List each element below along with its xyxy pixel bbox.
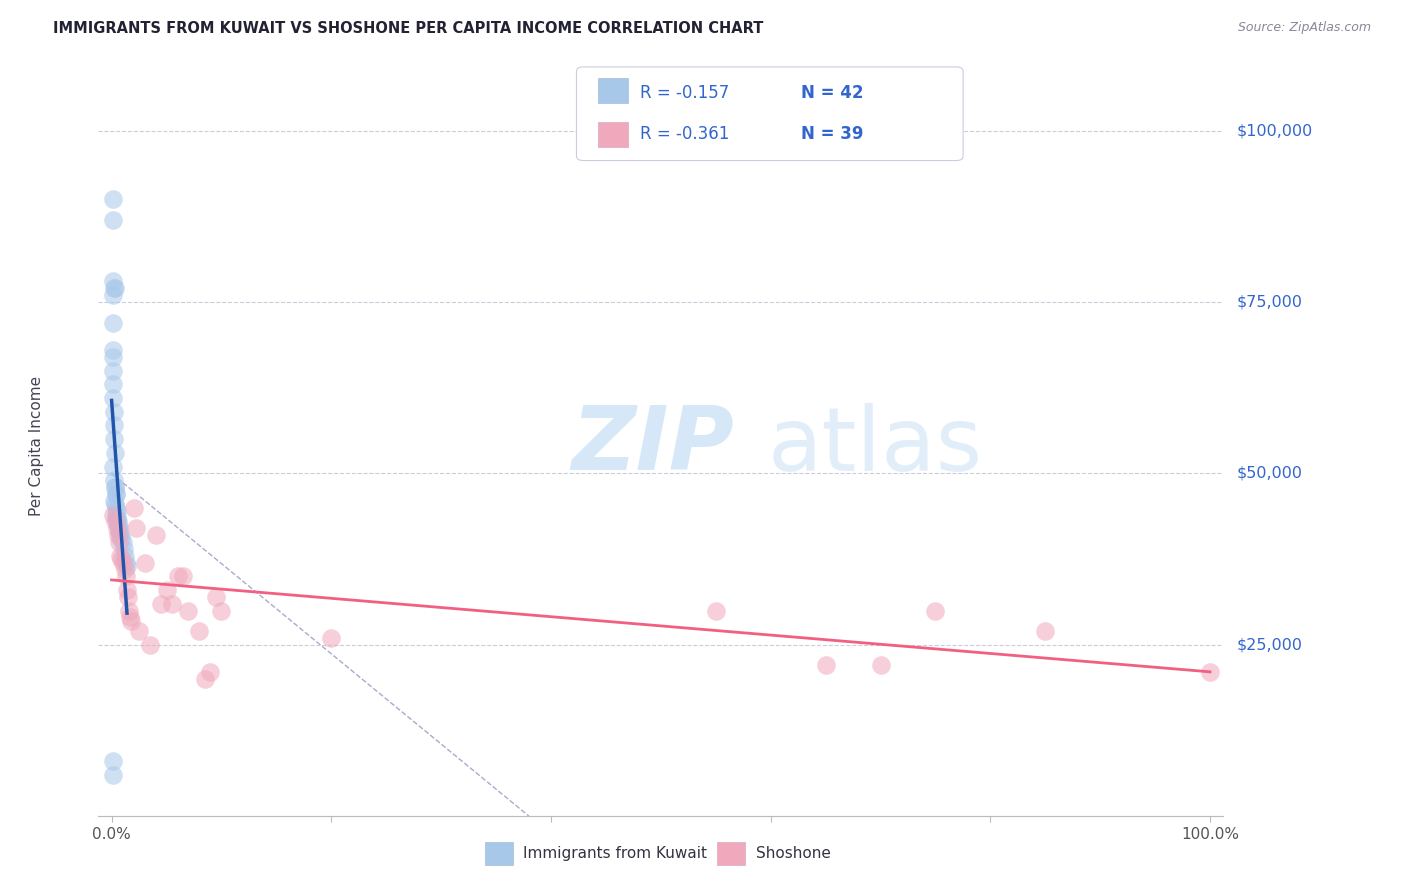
Point <box>101 275 124 289</box>
Point <box>160 597 183 611</box>
Point <box>110 552 132 566</box>
Point <box>105 487 128 501</box>
Point <box>103 405 125 419</box>
Point <box>105 500 128 515</box>
Point <box>134 556 156 570</box>
Point <box>115 558 138 573</box>
Point <box>101 316 124 330</box>
Point <box>105 487 128 501</box>
Point <box>188 624 211 639</box>
Point <box>103 281 125 295</box>
Point <box>108 521 131 535</box>
Point <box>211 603 233 617</box>
Point <box>704 603 727 617</box>
Point <box>110 549 132 563</box>
Point <box>107 528 129 542</box>
Point <box>200 665 222 680</box>
Point <box>1199 665 1222 680</box>
Point <box>128 624 150 639</box>
Point <box>103 418 125 433</box>
Point <box>172 569 194 583</box>
Point <box>205 590 228 604</box>
Point <box>111 535 134 549</box>
Point <box>101 377 124 392</box>
Point <box>321 631 343 645</box>
Point <box>145 528 167 542</box>
Text: Per Capita Income: Per Capita Income <box>30 376 44 516</box>
Point <box>104 281 127 295</box>
Point <box>108 524 131 539</box>
Point <box>177 603 200 617</box>
Point <box>105 504 128 518</box>
Text: Shoshone: Shoshone <box>756 847 831 861</box>
Point <box>101 755 124 769</box>
Text: $100,000: $100,000 <box>1237 123 1313 138</box>
Text: atlas: atlas <box>768 402 983 490</box>
Point <box>104 515 127 529</box>
Point <box>117 590 139 604</box>
Point <box>101 343 124 357</box>
Point <box>110 528 132 542</box>
Point <box>103 432 125 446</box>
Text: N = 42: N = 42 <box>801 84 863 102</box>
Point <box>166 569 188 583</box>
Point <box>115 569 138 583</box>
Text: $50,000: $50,000 <box>1237 466 1303 481</box>
Point <box>107 517 129 532</box>
Point <box>107 515 129 529</box>
Text: $75,000: $75,000 <box>1237 294 1303 310</box>
Point <box>1033 624 1056 639</box>
Point <box>101 768 124 782</box>
Point <box>115 582 138 597</box>
Point <box>101 363 124 377</box>
Text: R = -0.157: R = -0.157 <box>640 84 728 102</box>
Text: Immigrants from Kuwait: Immigrants from Kuwait <box>523 847 707 861</box>
Point <box>139 638 162 652</box>
Point <box>194 672 217 686</box>
Point <box>101 192 124 206</box>
Text: R = -0.361: R = -0.361 <box>640 125 730 143</box>
Text: IMMIGRANTS FROM KUWAIT VS SHOSHONE PER CAPITA INCOME CORRELATION CHART: IMMIGRANTS FROM KUWAIT VS SHOSHONE PER C… <box>53 21 763 37</box>
Point <box>814 658 837 673</box>
Point <box>103 473 125 487</box>
Point <box>101 508 124 522</box>
Point <box>869 658 891 673</box>
Point <box>101 212 124 227</box>
Point <box>155 582 177 597</box>
Point <box>104 480 127 494</box>
Point <box>104 446 127 460</box>
Point <box>122 500 145 515</box>
Point <box>101 391 124 405</box>
Point <box>105 511 128 525</box>
Point <box>924 603 946 617</box>
Point <box>105 515 128 529</box>
Point <box>103 493 125 508</box>
Text: Source: ZipAtlas.com: Source: ZipAtlas.com <box>1237 21 1371 35</box>
Point <box>112 541 135 556</box>
Point <box>111 556 134 570</box>
Point <box>118 603 141 617</box>
Point <box>101 288 124 302</box>
Point <box>120 614 142 628</box>
Point <box>101 459 124 474</box>
Point <box>114 562 136 576</box>
Point <box>104 480 127 494</box>
Point <box>114 549 136 563</box>
Text: ZIP: ZIP <box>571 402 734 490</box>
Text: $25,000: $25,000 <box>1237 637 1303 652</box>
Point <box>108 535 131 549</box>
Text: N = 39: N = 39 <box>801 125 863 143</box>
Point <box>101 350 124 364</box>
Point <box>105 508 128 522</box>
Point <box>150 597 173 611</box>
Point <box>115 556 138 570</box>
Point <box>125 521 148 535</box>
Point <box>105 521 128 535</box>
Point <box>120 610 142 624</box>
Point <box>110 532 132 546</box>
Point <box>104 497 127 511</box>
